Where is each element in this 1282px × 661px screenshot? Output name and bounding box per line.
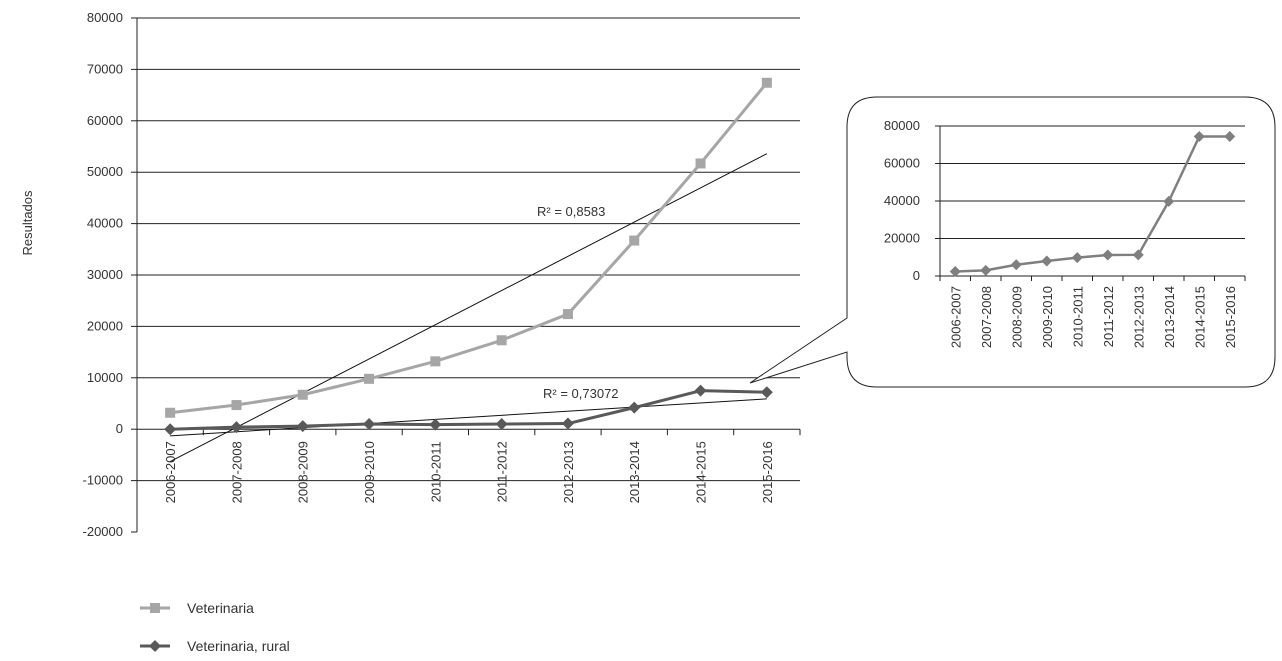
data-point [363,418,376,431]
main-x-tick-label: 2012-2013 [561,441,576,503]
inset-data-point [1193,131,1205,142]
main-trendlines [169,153,768,463]
data-point [297,389,308,400]
legend-entry: Veterinaria, rural [140,638,290,654]
inset-x-tick-label: 2011-2012 [1101,286,1116,347]
main-x-tick-labels: 2006-2007 2007-2008 2008-2009 2009-2010 2010… [163,441,775,503]
data-point [495,418,508,431]
data-point [429,418,442,431]
data-point [231,400,242,411]
inset-x-tick-label: 2013-2014 [1162,286,1177,348]
main-y-tick-label: 80000 [87,10,123,25]
data-point [760,386,773,399]
data-point [761,77,772,88]
y-axis-label: Resultados [20,190,35,256]
data-point [561,417,574,430]
main-y-tick-label: 60000 [87,113,123,128]
data-point [164,423,177,436]
callout-bubble [749,96,1276,388]
main-x-tick-label: 2006-2007 [163,441,178,503]
main-y-tick-label: 50000 [87,164,123,179]
trendline [170,398,767,437]
main-y-tick-label: 30000 [87,267,123,282]
legend-label: Veterinaria, rural [187,638,290,654]
main-axes [131,17,801,533]
inset-gridlines [940,125,1245,239]
r-squared-labels: R² = 0,8583 R² = 0,73072 [537,204,619,401]
inset-data-point [1224,131,1236,142]
main-y-tick-labels: 80000 70000 60000 50000 40000 30000 20000 10000… [83,10,123,539]
series-line [170,389,767,431]
legend-label: Veterinaria [187,600,254,616]
r2-label-veterinaria-rural: R² = 0,73072 [543,386,619,401]
main-x-tick-label: 2008-2009 [296,441,311,503]
data-point [695,158,706,169]
inset-x-tick-label: 2007-2008 [979,286,994,348]
inset-data-point [1132,249,1144,261]
inset-y-tick-label: 0 [913,268,920,283]
main-gridlines [137,17,800,482]
data-point [562,309,573,320]
main-series [164,77,773,436]
inset-data-point [1102,249,1114,261]
data-point [629,235,640,246]
inset-data-point [1041,255,1053,267]
inset-y-tick-labels: 80000 60000 40000 20000 0 [884,118,920,283]
main-y-tick-label: -20000 [83,524,123,539]
inset-data-point [949,266,961,277]
zoom-callout [749,96,1276,388]
data-point [496,335,507,346]
inset-data-point [1163,195,1175,207]
legend: Veterinaria Veterinaria, rural [140,600,290,654]
inset-series-line [955,135,1230,273]
inset-y-tick-label: 60000 [884,156,920,171]
inset-x-tick-labels: 2006-2007 2007-2008 2008-2009 2009-2010 2010… [948,286,1238,348]
main-y-tick-label: 0 [116,421,123,436]
main-y-tick-label: 20000 [87,318,123,333]
main-x-tick-label: 2011-2012 [495,441,510,502]
inset-data-point [1010,259,1022,271]
inset-x-tick-label: 2009-2010 [1040,286,1055,348]
data-point [296,420,309,433]
data-point [165,407,176,418]
data-point [694,384,707,397]
inset-x-tick-label: 2008-2009 [1009,286,1024,348]
legend-swatch-marker [150,603,160,613]
main-y-tick-label: 70000 [87,61,123,76]
inset-x-tick-label: 2010-2011 [1070,286,1085,347]
legend-entry: Veterinaria [140,600,254,616]
inset-y-tick-label: 40000 [884,193,920,208]
series-line [169,81,769,415]
main-x-tick-label: 2009-2010 [362,441,377,503]
inset-x-tick-label: 2015-2016 [1223,286,1238,348]
legend-swatch-marker [149,640,161,652]
inset-x-tick-label: 2006-2007 [948,286,963,348]
main-x-tick-label: 2007-2008 [229,441,244,503]
r2-label-veterinaria: R² = 0,8583 [537,204,605,219]
inset-data-point [1071,252,1083,264]
data-point [628,401,641,414]
inset-x-tick-label: 2012-2013 [1131,286,1146,348]
inset-series [949,131,1236,277]
main-x-tick-label: 2010-2011 [428,441,443,502]
data-point [430,356,441,367]
main-x-tick-label: 2015-2016 [760,441,775,503]
inset-data-point [980,264,992,276]
inset-x-tick-label: 2014-2015 [1192,286,1207,348]
main-y-tick-label: -10000 [83,473,123,488]
inset-y-tick-label: 80000 [884,118,920,133]
main-x-tick-label: 2013-2014 [627,441,642,503]
data-point [230,421,243,434]
trendline [169,153,768,463]
main-y-tick-label: 10000 [87,370,123,385]
data-point [364,373,375,384]
main-y-tick-label: 40000 [87,216,123,231]
main-x-tick-label: 2014-2015 [694,441,709,503]
inset-axes [935,125,1246,281]
inset-y-tick-label: 20000 [884,231,920,246]
